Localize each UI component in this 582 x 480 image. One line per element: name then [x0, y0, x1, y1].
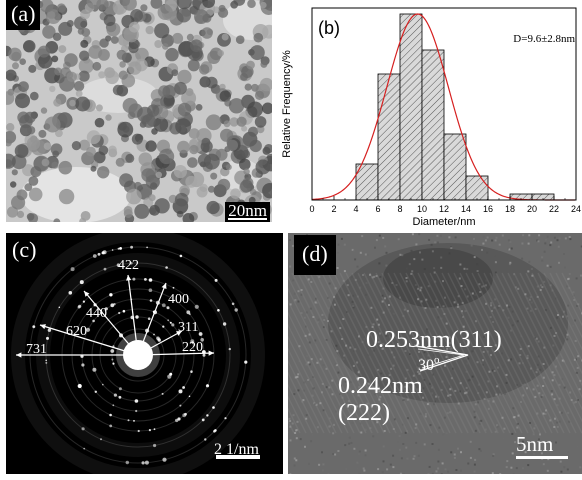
ring-arrow — [137, 352, 215, 356]
ring-arrow — [83, 290, 139, 356]
x-tick-label: 12 — [439, 204, 449, 214]
panel-b-label: (b) — [318, 18, 340, 38]
panel-c-saed-pattern: 422 440 400 311 620 220 731 2 1/nm (c) — [6, 233, 283, 474]
x-tick-label: 14 — [461, 204, 471, 214]
x-tick-label: 10 — [417, 204, 427, 214]
x-axis-label: Diameter/nm — [413, 216, 476, 228]
scale-bar-a: 20nm — [225, 201, 270, 222]
ring-index-label: 311 — [178, 320, 198, 335]
diffraction-pattern: 422 440 400 311 620 220 731 2 1/nm — [11, 233, 265, 474]
x-tick-label: 4 — [353, 204, 358, 214]
scale-bar-d-line — [516, 456, 568, 459]
scale-bar-d-label: 5nm — [516, 432, 553, 456]
x-tick-label: 18 — [505, 204, 515, 214]
scale-bar-c: 2 1/nm — [214, 441, 260, 459]
ring-arrow — [137, 330, 183, 356]
x-tick-label: 8 — [397, 204, 402, 214]
panel-d-label: (d) — [294, 235, 336, 275]
histogram-bar — [443, 133, 467, 201]
panel-c-label: (c) — [12, 237, 37, 262]
x-tick-label: 16 — [483, 204, 493, 214]
panel-a-label: (a) — [6, 0, 41, 30]
ring-arrow — [39, 324, 139, 356]
panel-b-histogram: 0 2 4 6 8 10 12 14 16 18 20 22 24 Diameter/nm Relati… — [276, 0, 582, 228]
tem-particles-image — [6, 0, 272, 222]
angle-marker — [415, 345, 469, 372]
scale-bar-c-label: 2 1/nm — [214, 441, 259, 458]
ring-arrow — [137, 282, 167, 356]
y-axis-label: Relative Frequency/% — [281, 50, 293, 158]
ring-index-label: 422 — [118, 258, 139, 273]
scale-bar-c-line — [216, 455, 260, 459]
x-tick-label: 2 — [331, 204, 336, 214]
ring-arrowhead — [16, 352, 22, 358]
x-tick-label: 22 — [549, 204, 559, 214]
histogram-chart: 0 2 4 6 8 10 12 14 16 18 20 22 24 Diameter/nm Relati… — [281, 7, 581, 228]
ring-index-label: 220 — [182, 340, 203, 355]
ring-index-label: 620 — [66, 324, 87, 339]
histogram-bar — [465, 175, 489, 201]
fit-annotation: D=9.6±2.8nm — [513, 33, 575, 45]
lattice-spacing-311: 0.253nm(311) — [366, 327, 502, 353]
scale-bar-a-line — [228, 218, 267, 220]
ring-arrowhead — [40, 324, 46, 330]
panel-a-tem-image: (a) 20nm — [6, 0, 272, 222]
lattice-spacing-222: 0.242nm — [338, 373, 423, 399]
ring-arrowhead — [84, 291, 90, 297]
histogram-bar — [399, 13, 423, 201]
ring-index-label: 440 — [86, 306, 107, 321]
panel-d-hrtem-image: 0.253nm(311) 30o 0.242nm (222) 5nm (d) — [288, 233, 582, 474]
histogram-bar — [421, 49, 445, 201]
ring-arrowhead — [208, 350, 214, 356]
ring-index-label: 731 — [26, 342, 47, 357]
x-tick-label: 24 — [571, 204, 581, 214]
ring-arrowhead — [176, 331, 182, 336]
x-tick-label: 6 — [375, 204, 380, 214]
histogram-bar — [377, 73, 401, 201]
angle-value: 30o — [418, 354, 440, 374]
ring-index-label: 400 — [168, 292, 189, 307]
lattice-plane-222: (222) — [338, 400, 390, 426]
x-tick-label: 20 — [527, 204, 537, 214]
hrtem-image: 0.253nm(311) 30o 0.242nm (222) 5nm — [288, 233, 582, 474]
ring-arrowhead — [161, 283, 167, 289]
ring-arrowhead — [126, 275, 132, 281]
scale-bar-a-label: 20nm — [228, 201, 267, 221]
ring-arrow — [127, 274, 139, 356]
x-tick-label: 0 — [309, 204, 314, 214]
